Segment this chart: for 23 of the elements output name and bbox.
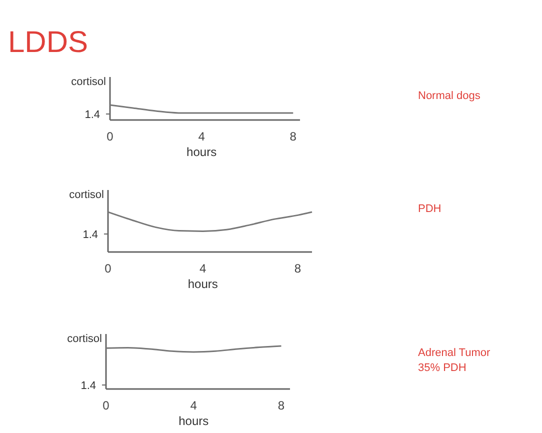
text: 35% PDH bbox=[418, 362, 466, 374]
text: 1.4 bbox=[82, 229, 98, 241]
y-axis-title: cortisol bbox=[71, 76, 106, 88]
x-tick-label: 8 bbox=[278, 398, 285, 413]
text: Adrenal Tumor bbox=[418, 347, 490, 359]
text: 1.4 bbox=[84, 109, 100, 121]
x-axis-title: hours bbox=[186, 145, 217, 159]
x-tick-label: 0 bbox=[106, 130, 114, 144]
x-tick-label: 0 bbox=[104, 262, 112, 276]
text: PDH bbox=[418, 203, 442, 215]
y-axis-title: cortisol bbox=[67, 333, 102, 345]
text: 1.4 bbox=[80, 380, 96, 392]
x-tick-label: 8 bbox=[290, 130, 297, 144]
x-tick-label: 0 bbox=[102, 398, 110, 413]
x-axis-title: hours bbox=[178, 414, 209, 428]
chart-title: LDDS bbox=[8, 26, 88, 59]
x-axis-title: hours bbox=[188, 277, 218, 291]
text: Normal dogs bbox=[418, 90, 481, 102]
y-axis-title: cortisol bbox=[69, 189, 104, 201]
x-tick-label: 4 bbox=[190, 398, 198, 413]
x-tick-label: 8 bbox=[294, 262, 302, 276]
x-tick-label: 4 bbox=[200, 262, 207, 276]
x-tick-label: 4 bbox=[198, 130, 206, 144]
